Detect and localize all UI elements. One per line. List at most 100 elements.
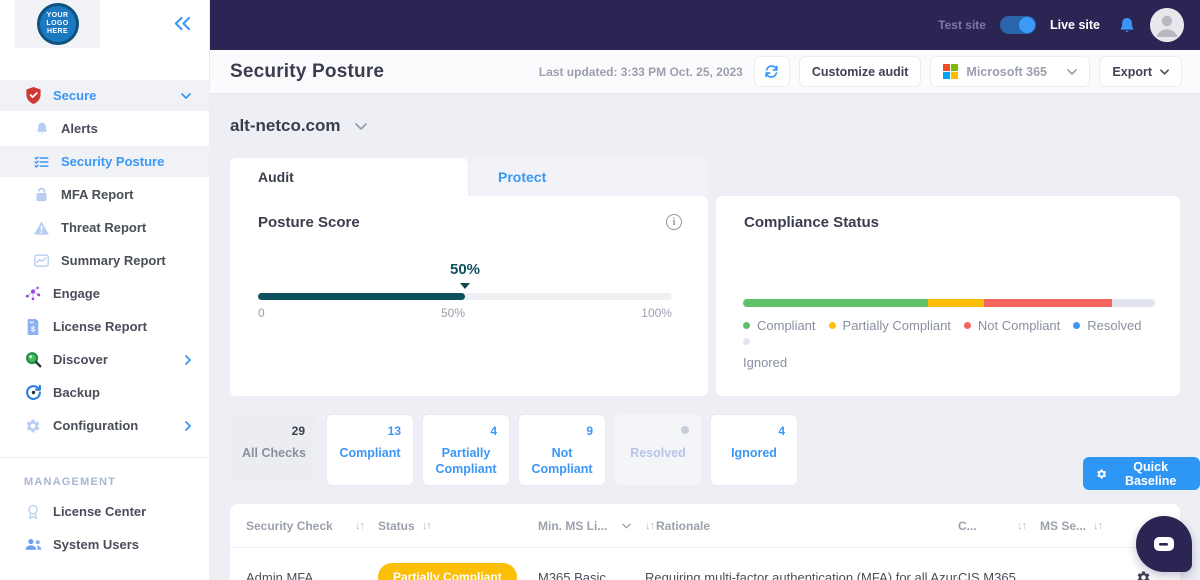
- line-chart-icon: [34, 254, 49, 267]
- checklist-icon: [34, 155, 49, 169]
- check-summary-cards: 29 All Checks 13 Compliant 4 Partially C…: [230, 414, 798, 486]
- info-icon[interactable]: i: [666, 214, 682, 230]
- compliance-status-panel: Compliance Status Compliant Partially Co…: [716, 196, 1180, 396]
- logo-line: YOUR: [46, 11, 69, 19]
- card-compliant[interactable]: 13 Compliant: [326, 414, 414, 486]
- sidebar-item-security-posture[interactable]: Security Posture: [0, 146, 209, 177]
- bell-icon: [34, 121, 49, 136]
- legend-dot: [743, 322, 750, 329]
- row-settings-gear-icon[interactable]: [1122, 570, 1164, 580]
- column-label: C...: [958, 518, 977, 533]
- sidebar-item-configuration[interactable]: Configuration: [0, 410, 209, 441]
- sort-icon[interactable]: ↓↑: [645, 519, 655, 532]
- sidebar-item-alerts[interactable]: Alerts: [0, 113, 209, 144]
- card-ignored[interactable]: 4 Ignored: [710, 414, 798, 486]
- column-label: Status: [378, 518, 415, 533]
- topbar: Test site Live site: [210, 0, 1200, 50]
- sidebar-item-system-users[interactable]: System Users: [0, 529, 209, 560]
- sidebar-item-discover[interactable]: Discover: [0, 344, 209, 375]
- platform-select[interactable]: Microsoft 365: [930, 56, 1091, 87]
- column-status[interactable]: Status ↓↑: [378, 519, 538, 533]
- logo-badge: YOUR LOGO HERE: [36, 3, 79, 45]
- sort-icon[interactable]: ↓↑: [355, 519, 365, 532]
- column-rationale[interactable]: ↓↑ Rationale: [645, 519, 958, 533]
- export-button[interactable]: Export: [1099, 56, 1182, 87]
- test-site-label: Test site: [938, 18, 986, 32]
- magnifier-icon: [24, 351, 42, 368]
- sidebar: YOUR LOGO HERE Secure Alerts: [0, 0, 210, 580]
- sort-icon[interactable]: ↓↑: [1017, 519, 1027, 532]
- chevron-down-icon[interactable]: [622, 523, 631, 529]
- sidebar-item-mfa-report[interactable]: MFA Report: [0, 179, 209, 210]
- compliance-status-title: Compliance Status: [744, 214, 880, 231]
- column-min-ms-license[interactable]: Min. MS Li...: [538, 519, 645, 533]
- legend-label: Resolved: [1087, 318, 1142, 333]
- lock-icon: [34, 187, 49, 202]
- platform-select-value: Microsoft 365: [966, 64, 1047, 79]
- legend-item-not-compliant: Not Compliant: [963, 318, 1061, 333]
- security-checks-table: Security Check ↓↑ Status ↓↑ Min. MS Li..…: [230, 504, 1180, 580]
- notifications-bell-icon[interactable]: [1118, 16, 1136, 35]
- chevron-down-icon: [1067, 68, 1078, 75]
- sidebar-item-license-report[interactable]: $ License Report: [0, 311, 209, 342]
- card-partially-compliant[interactable]: 4 Partially Compliant: [422, 414, 510, 486]
- sidebar-item-label: Alerts: [61, 121, 98, 136]
- compliance-legend: Compliant Partially Compliant Not Compli…: [743, 318, 1155, 370]
- sort-icon[interactable]: ↓↑: [421, 519, 432, 532]
- chat-widget-button[interactable]: [1136, 516, 1192, 572]
- domain-selector[interactable]: alt-netco.com: [230, 116, 367, 136]
- chevron-down-icon[interactable]: [181, 92, 191, 99]
- sidebar-item-label: License Center: [53, 504, 147, 519]
- logo-line: HERE: [46, 28, 69, 36]
- segment-ignored: [1112, 299, 1155, 307]
- chat-icon: [1154, 537, 1174, 551]
- posture-score-panel: Posture Score i 50% 0 50% 100%: [230, 196, 708, 396]
- table-row[interactable]: Admin MFA Partially Compliant M365 Basic…: [230, 548, 1180, 580]
- refresh-button[interactable]: [753, 56, 790, 87]
- card-value: 4: [778, 424, 785, 438]
- card-not-compliant[interactable]: 9 Not Compliant: [518, 414, 606, 486]
- posture-score-bar: [258, 293, 672, 300]
- posture-score-ticks: 0 50% 100%: [258, 306, 672, 320]
- tab-audit[interactable]: Audit: [230, 158, 468, 196]
- invoice-icon: $: [24, 318, 42, 335]
- card-resolved[interactable]: Resolved: [614, 414, 702, 486]
- sort-icon[interactable]: ↓↑: [1093, 519, 1103, 532]
- users-icon: [24, 538, 42, 551]
- sidebar-item-threat-report[interactable]: Threat Report: [0, 212, 209, 243]
- quick-baseline-button[interactable]: Quick Baseline: [1083, 457, 1200, 490]
- sidebar-item-secure[interactable]: Secure: [0, 80, 209, 111]
- sidebar-item-license-center[interactable]: License Center: [0, 496, 209, 527]
- page-title: Security Posture: [230, 60, 385, 82]
- card-label: Compliant: [339, 446, 401, 460]
- table-header-row: Security Check ↓↑ Status ↓↑ Min. MS Li..…: [230, 504, 1180, 548]
- customize-audit-button[interactable]: Customize audit: [798, 56, 922, 87]
- sidebar-item-backup[interactable]: Backup: [0, 377, 209, 408]
- posture-score-title: Posture Score: [258, 214, 360, 231]
- card-value: 9: [586, 424, 593, 438]
- sidebar-item-engage[interactable]: Engage: [0, 278, 209, 309]
- chevron-down-icon: [1160, 68, 1169, 75]
- sidebar-item-summary-report[interactable]: Summary Report: [0, 245, 209, 276]
- column-ms-secure[interactable]: MS Se... ↓↑: [1040, 519, 1122, 533]
- tab-protect[interactable]: Protect: [470, 158, 708, 196]
- card-all-checks[interactable]: 29 All Checks: [230, 414, 318, 486]
- legend-label: Not Compliant: [977, 318, 1061, 333]
- chevron-right-icon[interactable]: [185, 354, 191, 365]
- tab-bar: Audit Protect: [230, 158, 708, 196]
- legend-dot: [1073, 322, 1081, 329]
- column-compliance[interactable]: C... ↓↑: [958, 519, 1040, 533]
- sidebar-collapse-icon[interactable]: [174, 16, 191, 36]
- chevron-right-icon[interactable]: [185, 420, 191, 431]
- column-security-check[interactable]: Security Check ↓↑: [246, 519, 378, 533]
- legend-label: Compliant: [757, 318, 816, 333]
- user-avatar[interactable]: [1150, 8, 1184, 42]
- card-label: Resolved: [630, 446, 686, 460]
- cell-status: Partially Compliant: [378, 563, 538, 580]
- gear-icon: [24, 418, 42, 434]
- card-label: All Checks: [242, 446, 306, 460]
- site-toggle[interactable]: [999, 16, 1036, 34]
- cell-security-check: Admin MFA: [246, 569, 314, 580]
- posture-score-marker: [460, 283, 470, 289]
- backup-refresh-icon: [24, 384, 42, 401]
